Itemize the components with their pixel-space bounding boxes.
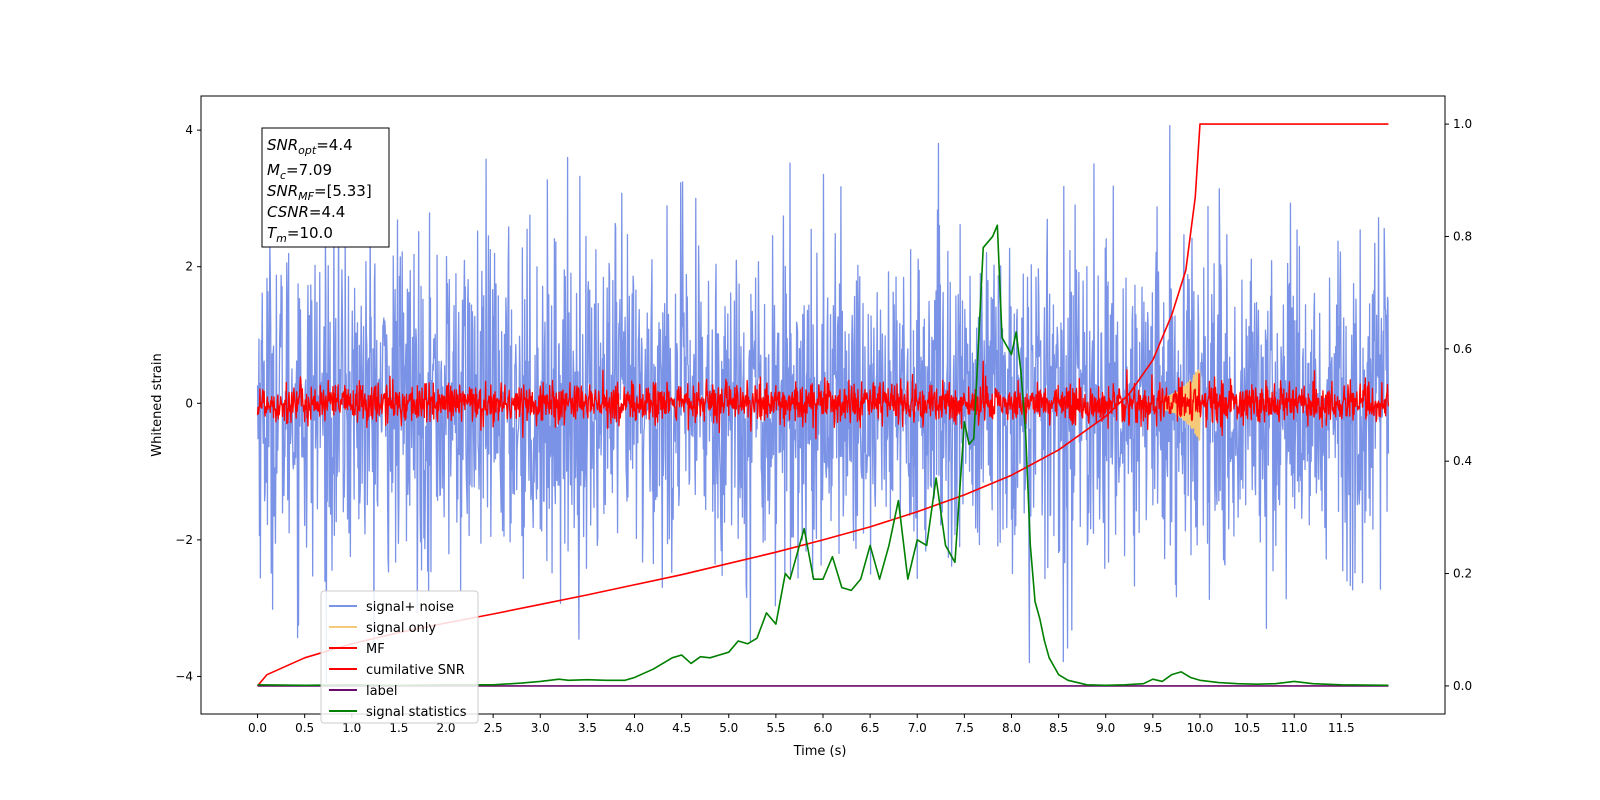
y-tick-label: −4	[175, 669, 193, 683]
x-tick-label: 10.5	[1234, 721, 1261, 735]
annotation-snr-mf: SNRMF=[5.33]	[267, 182, 372, 203]
legend-label-signal-statistics: signal statistics	[366, 705, 467, 720]
x-tick-label: 2.0	[436, 721, 455, 735]
y-tick-label: 0	[185, 396, 193, 410]
x-tick-label: 10.0	[1187, 721, 1214, 735]
annotation-frame	[261, 127, 390, 248]
x-tick-label: 2.5	[484, 721, 503, 735]
y-tick-label: −2	[175, 533, 193, 547]
y2-tick-label: 1.0	[1453, 117, 1472, 131]
x-tick-label: 3.5	[578, 721, 597, 735]
x-tick-label: 7.0	[908, 721, 927, 735]
x-tick-label: 8.5	[1049, 721, 1068, 735]
x-tick-label: 5.0	[719, 721, 738, 735]
x-tick-label: 0.0	[248, 721, 267, 735]
annotation-csnr: CSNR=4.4	[267, 203, 345, 221]
y-tick-label: 4	[185, 123, 193, 137]
y2-tick-label: 0.8	[1453, 229, 1472, 243]
x-tick-label: 6.5	[861, 721, 880, 735]
y-axis-label: Whitened strain	[150, 353, 165, 456]
x-tick-label: 8.0	[1002, 721, 1021, 735]
x-axis: 0.0 0.5 1.0 1.5 2.0 2.5 3.0 3.5 4.0 4.5 5.0 5.5 6.0 6…	[248, 714, 1355, 735]
x-tick-label: 6.0	[813, 721, 832, 735]
x-tick-label: 0.5	[295, 721, 314, 735]
x-tick-label: 11.5	[1328, 721, 1355, 735]
annotation-mc: Mc=7.09	[267, 161, 332, 182]
series-line-mf	[256, 360, 1390, 440]
x-tick-label: 4.5	[672, 721, 691, 735]
x-tick-label: 1.5	[389, 721, 408, 735]
y2-tick-label: 0.4	[1453, 454, 1472, 468]
y2-tick-label: 0.0	[1453, 679, 1472, 693]
legend-label-cumilative-snr: cumilative SNR	[366, 663, 465, 678]
annotation-box: SNRopt=4.4 Mc=7.09 SNRMF=[5.33] CSNR=4.4…	[261, 127, 390, 248]
x-tick-label: 11.0	[1281, 721, 1308, 735]
x-tick-label: 5.5	[766, 721, 785, 735]
x-tick-label: 4.0	[625, 721, 644, 735]
x-tick-label: 9.0	[1096, 721, 1115, 735]
x-tick-label: 7.5	[955, 721, 974, 735]
annotation-tm: Tm=10.0	[267, 224, 333, 245]
legend: signal+ noise signal only MF cumilative SNR…	[320, 590, 479, 724]
y2-tick-label: 0.2	[1453, 567, 1472, 581]
series-line-signal-statistics	[257, 224, 1389, 687]
annotation-snr-opt: SNRopt=4.4	[267, 136, 353, 157]
y2-tick-label: 0.6	[1453, 342, 1472, 356]
x-axis-label: Time (s)	[793, 744, 847, 759]
x-tick-label: 9.5	[1143, 721, 1162, 735]
y-tick-label: 2	[185, 260, 193, 274]
legend-frame	[320, 590, 479, 724]
legend-label-mf: MF	[366, 642, 385, 657]
y-axis-right: 0.0 0.2 0.4 0.6 0.8 1.0	[1445, 117, 1472, 693]
legend-label-signal-only: signal only	[366, 621, 436, 636]
x-tick-label: 1.0	[342, 721, 361, 735]
legend-label-signal-noise: signal+ noise	[366, 600, 454, 615]
legend-label-label: label	[366, 684, 397, 699]
y-axis-left: −4 −2 0 2 4	[175, 123, 201, 683]
x-tick-label: 3.0	[531, 721, 550, 735]
